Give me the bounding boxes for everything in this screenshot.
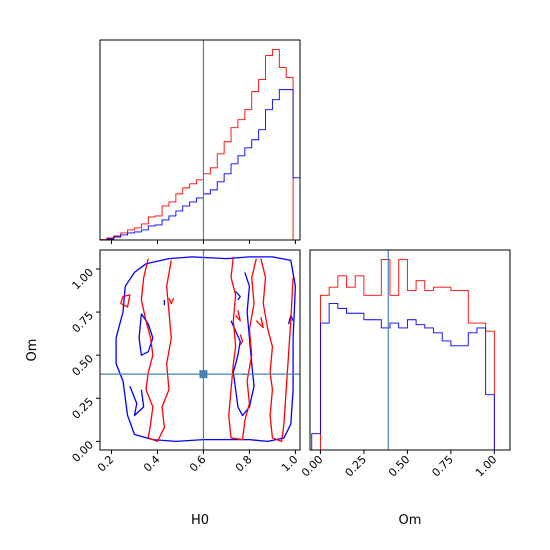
om-histogram-xticks: 0.00 0.25 0.50 0.75 1.00 xyxy=(299,450,499,479)
contour-xtick-label-4: 1.0 xyxy=(279,453,301,475)
h0-histogram-panel xyxy=(99,39,301,244)
om-hist-xtick-label-2: 0.50 xyxy=(386,453,413,480)
om-histogram-series xyxy=(311,259,504,451)
contour-line-12 xyxy=(168,298,175,305)
contour-line-10 xyxy=(260,258,294,443)
contour-xtick-label-3: 0.8 xyxy=(233,453,255,475)
om-hist-xtick-label-4: 1.00 xyxy=(473,453,500,480)
contour-line-1 xyxy=(138,313,154,356)
h0-histogram-xticks xyxy=(110,240,296,244)
contour-xtick-label-0: 0.2 xyxy=(95,453,117,475)
contour-xtick-label-2: 0.6 xyxy=(187,453,209,475)
contour-xtick-label-1: 0.4 xyxy=(141,453,163,475)
om-histogram-series-0 xyxy=(311,259,504,451)
contour-line-14 xyxy=(255,317,264,329)
contour-lines xyxy=(115,256,297,443)
om-histogram-panel: 0.00 0.25 0.50 0.75 1.00 Om xyxy=(299,249,511,528)
om-y-axis-label: Om xyxy=(25,339,40,362)
h0-histogram-frame xyxy=(99,39,301,241)
contour-frame xyxy=(99,249,301,451)
contour-line-3 xyxy=(230,272,255,417)
contour-ytick-label-0: 0.00 xyxy=(70,438,97,465)
contour-line-9 xyxy=(228,256,257,441)
om-histogram-frame xyxy=(309,249,511,451)
contour-truth-lines xyxy=(100,250,300,450)
contour-ytick-label-3: 0.75 xyxy=(70,309,97,336)
contour-line-13 xyxy=(235,310,241,322)
om-hist-xtick-label-0: 0.00 xyxy=(299,453,326,480)
om-histogram-series-1 xyxy=(311,303,504,451)
contour-line-15 xyxy=(239,334,244,346)
contour-xticks: 0.2 0.4 0.6 0.8 1.0 xyxy=(95,450,301,475)
contour-truth-marker xyxy=(199,370,208,379)
contour-line-8 xyxy=(140,258,172,443)
om-hist-xtick-label-3: 0.75 xyxy=(429,453,456,480)
om-histogram-background xyxy=(310,250,510,450)
contour-line-0 xyxy=(115,256,297,443)
h0-histogram-series-1 xyxy=(100,89,301,241)
contour-ytick-label-4: 1.00 xyxy=(70,266,97,293)
om-x-axis-label: Om xyxy=(399,513,422,528)
h0-histogram-series xyxy=(99,49,301,241)
h0-axis-label: H0 xyxy=(191,513,209,528)
om-hist-xtick-label-1: 0.25 xyxy=(343,453,370,480)
h0-histogram-series-0 xyxy=(99,49,300,241)
contour-ytick-label-2: 0.50 xyxy=(70,352,97,379)
contour-line-4 xyxy=(235,290,241,301)
contour-line-2 xyxy=(129,385,145,417)
contour-panel: 0.2 0.4 0.6 0.8 1.0 0.000.250.500.751.00 H0 … xyxy=(25,249,301,528)
contour-yticks: 0.00 0.25 0.50 0.75 1.00 xyxy=(70,266,100,465)
contour-ytick-label-1: 0.25 xyxy=(70,395,97,422)
contour-line-11 xyxy=(120,294,131,308)
contour-background xyxy=(100,250,300,450)
h0-histogram-background xyxy=(100,40,300,240)
